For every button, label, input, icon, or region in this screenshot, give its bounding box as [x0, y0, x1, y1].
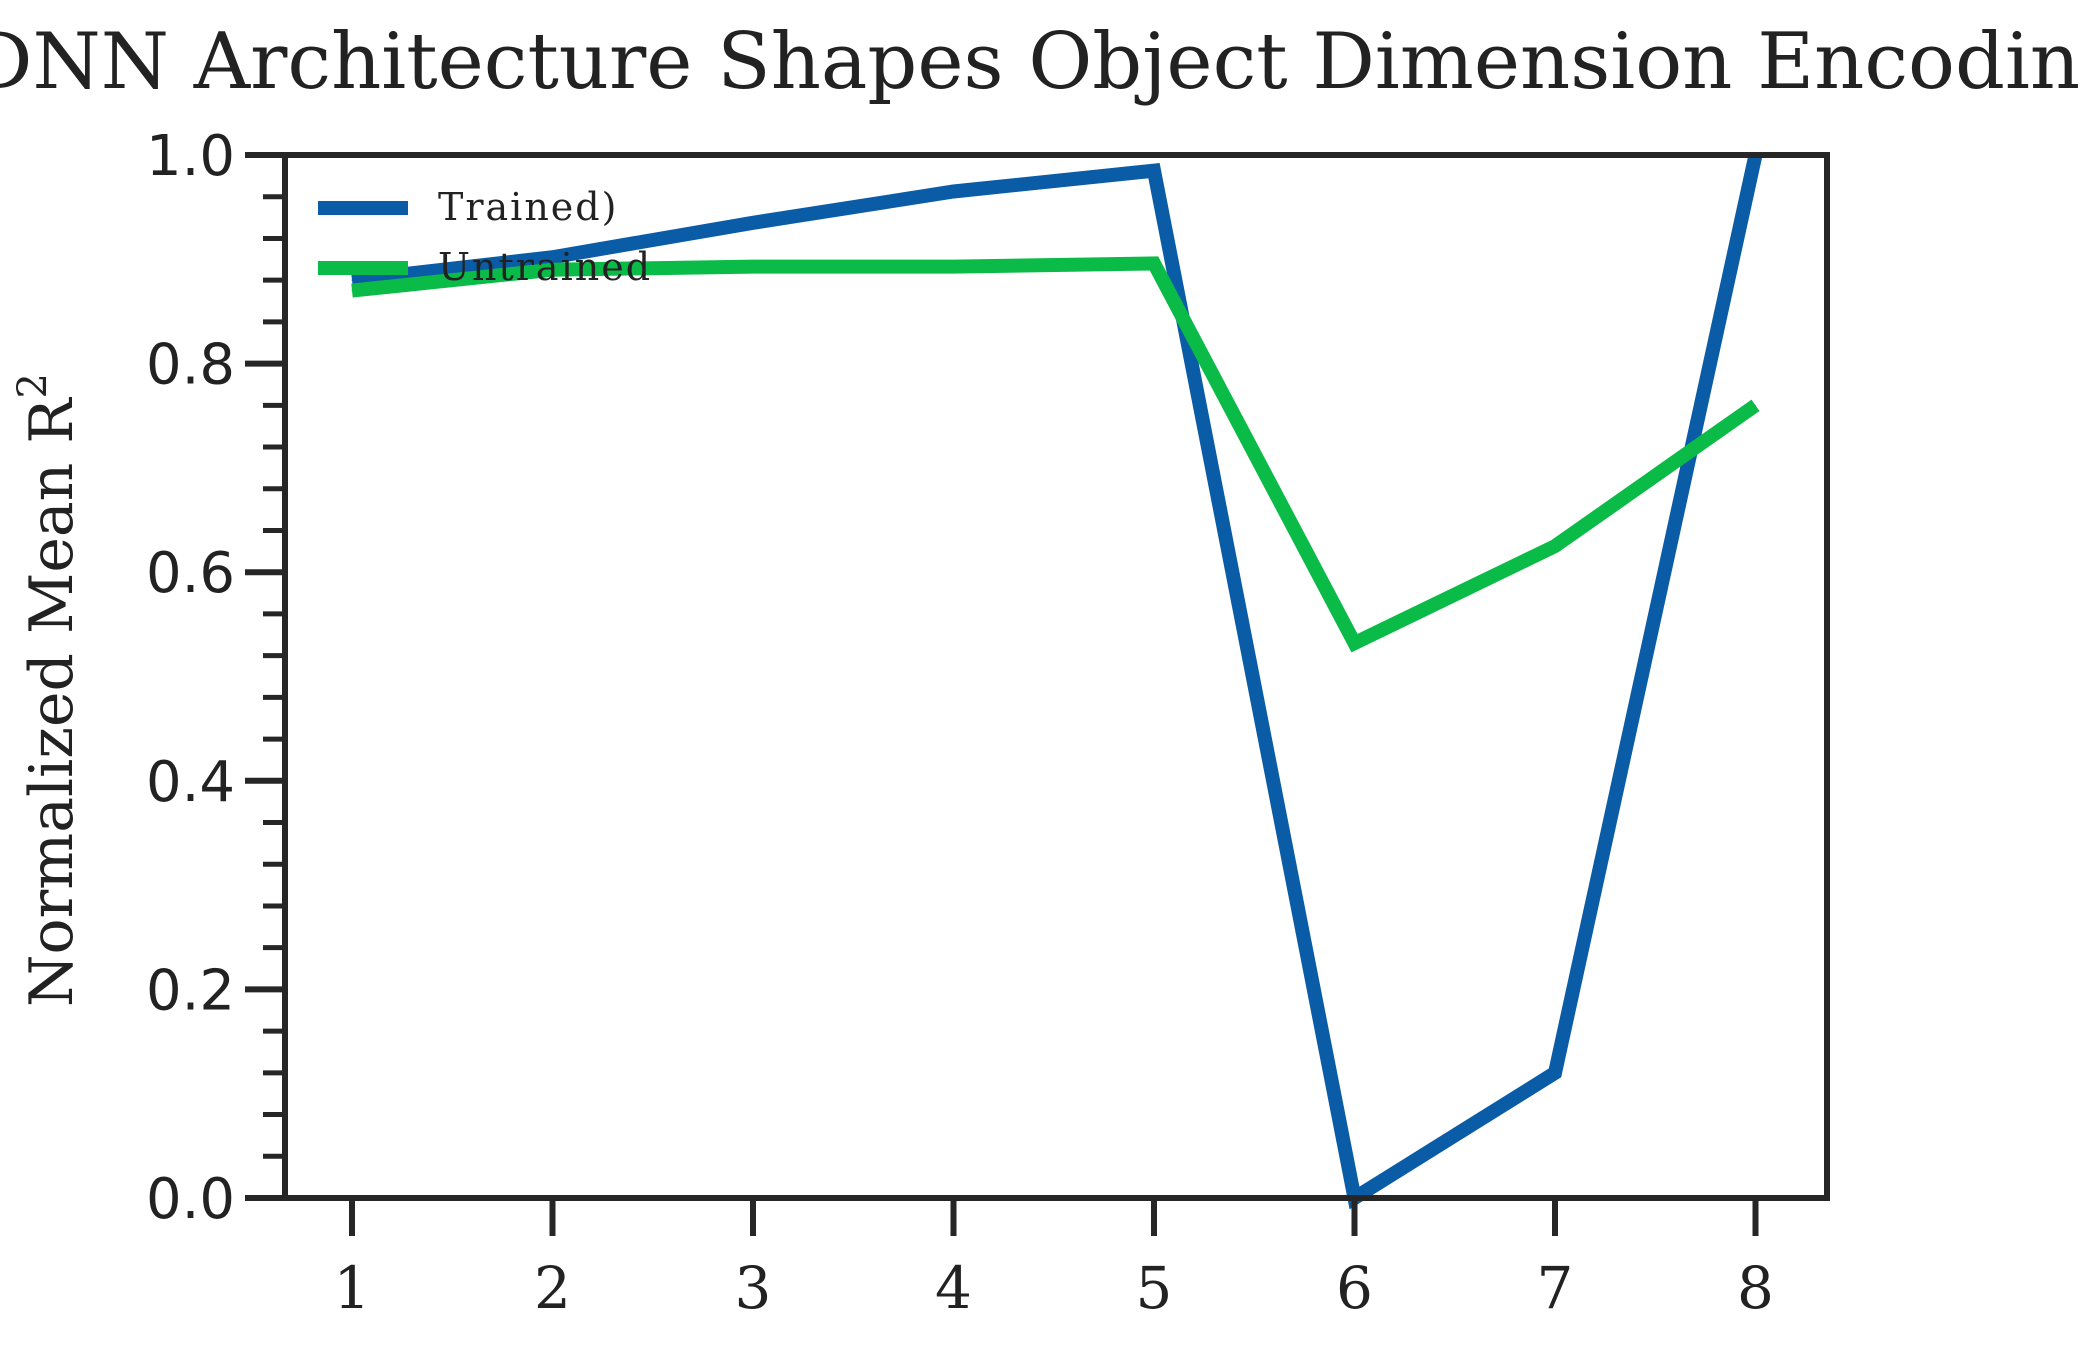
legend: Trained) Untrained	[318, 185, 652, 289]
legend-label-1: Trained)	[438, 185, 618, 229]
x-tick-label: 8	[1737, 1254, 1774, 1322]
data-point	[953, 191, 954, 193]
data-point	[953, 266, 954, 268]
legend-label-2: Untrained	[438, 245, 652, 289]
series-line-2	[351, 256, 1760, 653]
data-point	[1554, 545, 1556, 547]
x-tick-label: 2	[534, 1254, 571, 1322]
y-tick-label: 0.4	[146, 750, 235, 815]
plot-frame	[282, 152, 1830, 1201]
y-tick-label: 0.0	[146, 1167, 235, 1232]
data-point	[1153, 170, 1155, 172]
x-tick-label: 3	[735, 1254, 772, 1322]
data-point	[552, 256, 553, 258]
y-axis-label: Normalized Mean R2	[10, 373, 87, 1007]
y-tick-label: 1.0	[146, 124, 235, 189]
chart-title: DNN Architecture Shapes Object Dimension…	[0, 17, 2081, 107]
data-point	[1755, 404, 1756, 406]
svg-text:Normalized Mean R2: Normalized Mean R2	[10, 373, 87, 1007]
tick-labels: 0.0 0.2 0.4 0.6 0.8 1.0 1 2 3 4 5 6 7 8	[146, 124, 1774, 1322]
data-point	[1354, 642, 1355, 644]
x-tick-label: 5	[1136, 1254, 1173, 1322]
data-point	[351, 290, 353, 292]
x-tick-label: 7	[1537, 1254, 1574, 1322]
data-point	[752, 266, 754, 268]
y-tick-label: 0.2	[146, 958, 235, 1023]
series-lines	[351, 153, 1763, 1210]
x-tick-label: 6	[1336, 1254, 1373, 1322]
data-point	[351, 279, 353, 281]
data-point	[552, 269, 553, 271]
y-tick-label: 0.8	[146, 333, 235, 398]
y-axis-label-superscript: 2	[10, 373, 56, 398]
data-point	[1153, 262, 1155, 264]
data-point	[1554, 1072, 1556, 1074]
y-tick-label: 0.6	[146, 541, 235, 606]
axis-ticks	[245, 152, 1759, 1236]
x-tick-label: 4	[935, 1254, 972, 1322]
y-axis-label-text: Normalized Mean R	[17, 397, 87, 1007]
data-point	[752, 222, 754, 224]
x-tick-label: 1	[334, 1254, 371, 1322]
series-line-1	[351, 153, 1763, 1210]
